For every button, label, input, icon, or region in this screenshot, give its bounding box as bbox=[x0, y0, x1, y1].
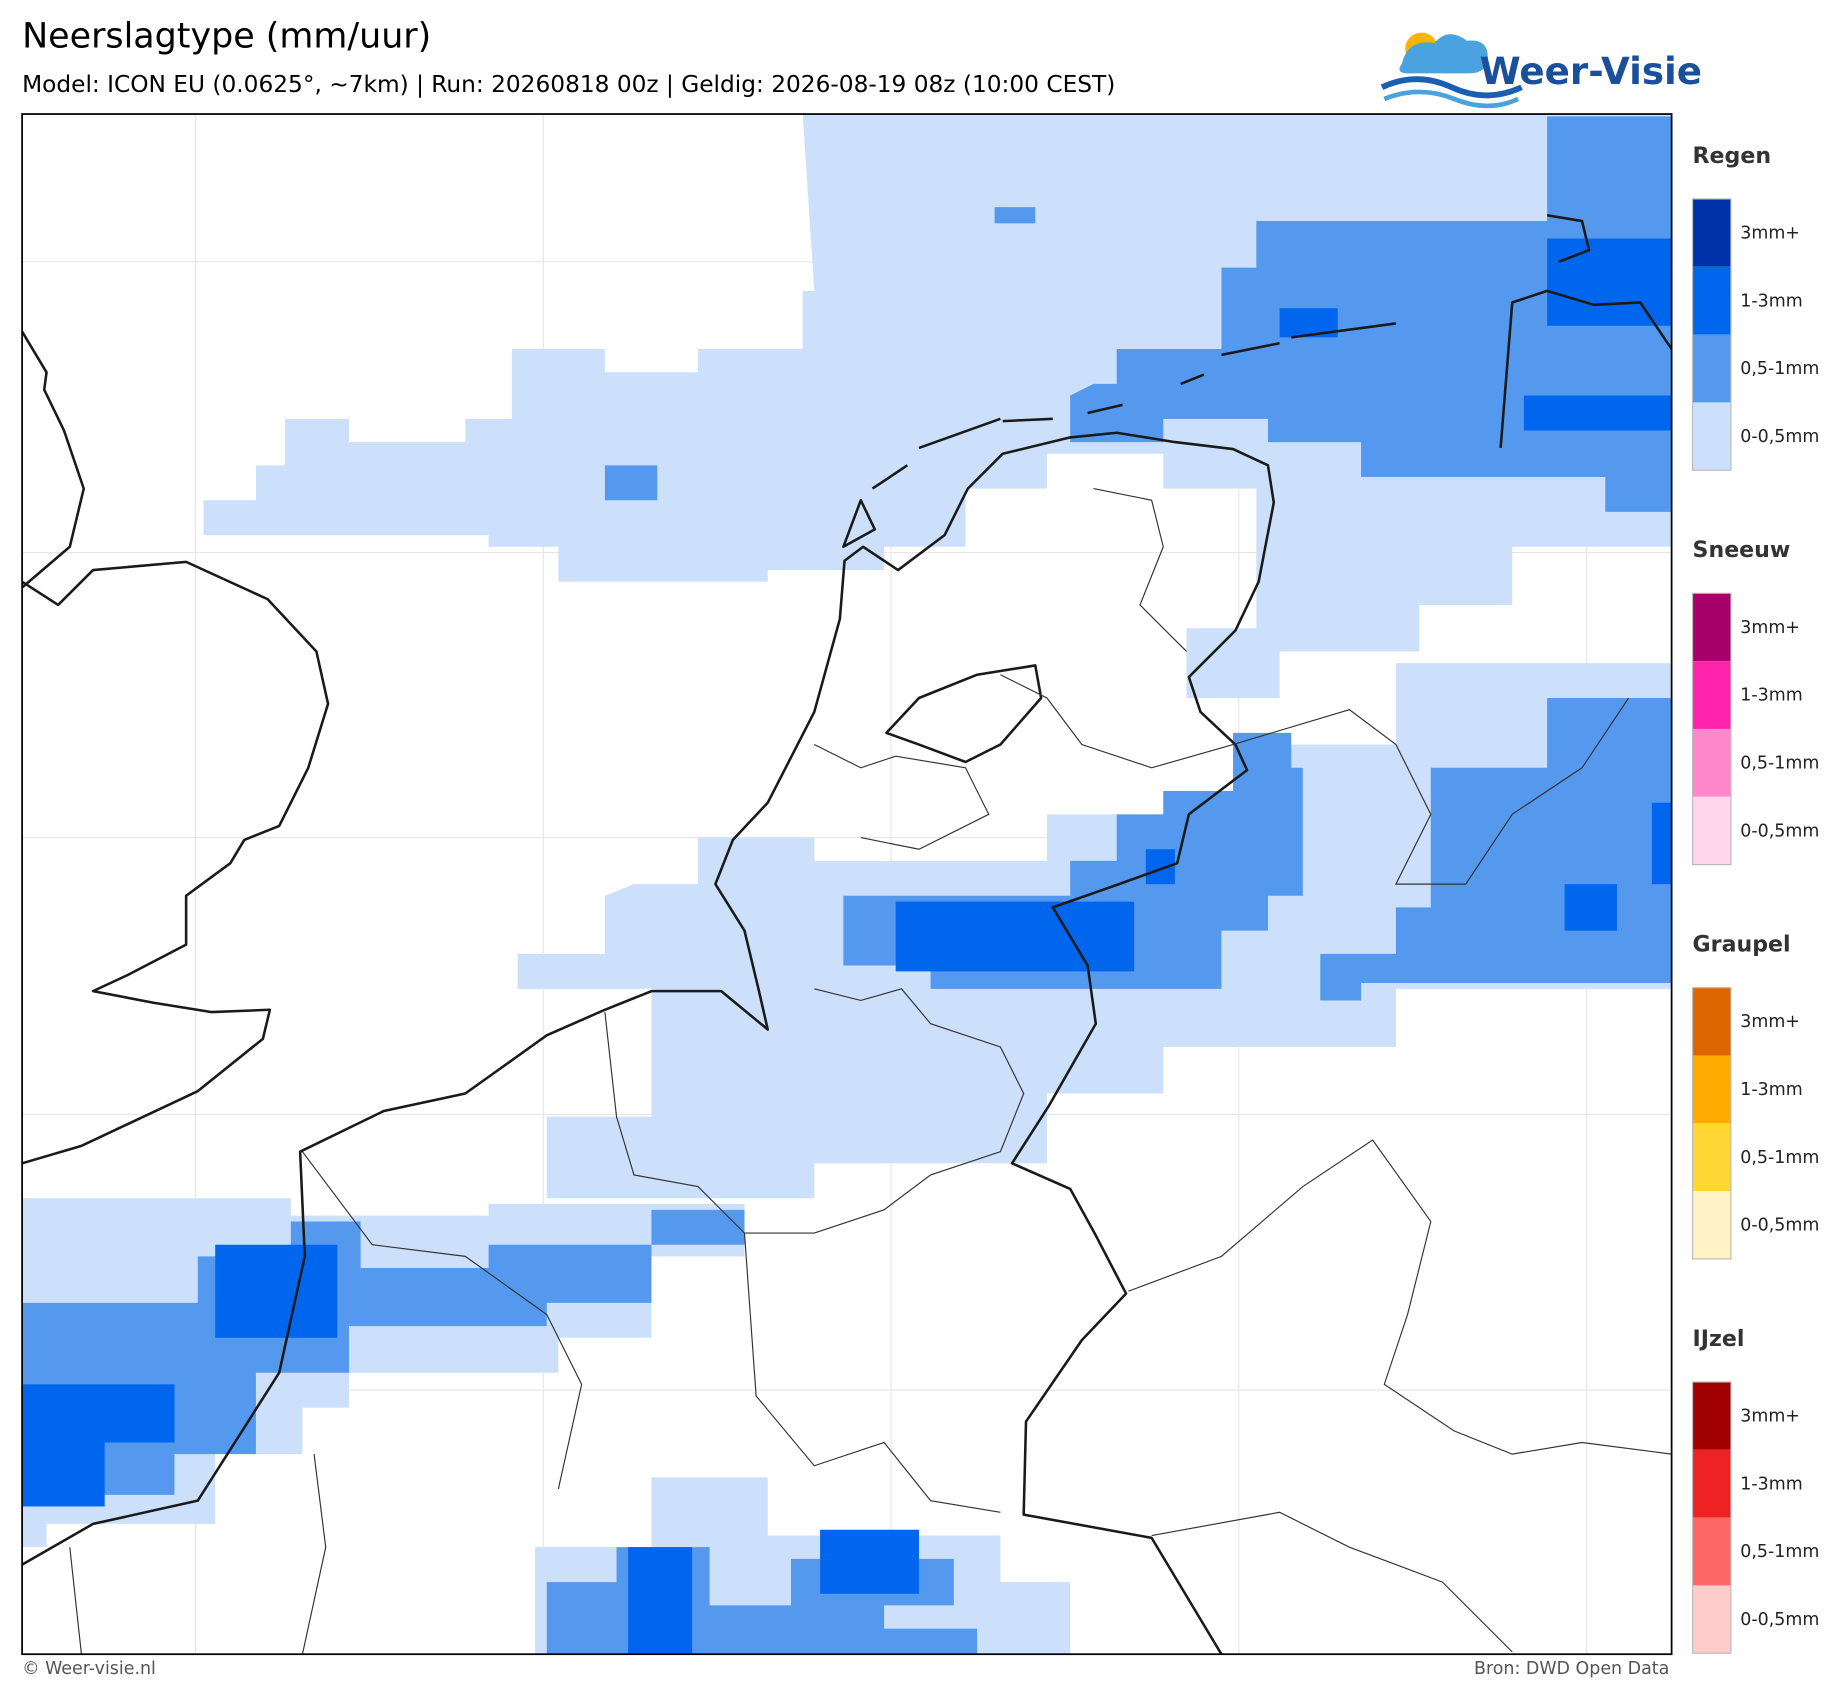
legend-swatch bbox=[1692, 1449, 1731, 1518]
legend-label: 0-0,5mm bbox=[1740, 821, 1819, 841]
legend-swatch bbox=[1692, 1382, 1731, 1450]
legend-swatch bbox=[1692, 796, 1731, 865]
precipitation bbox=[22, 114, 1672, 1655]
legend-swatch bbox=[1692, 266, 1731, 335]
legend-swatch-frame bbox=[1691, 1381, 1732, 1654]
legend-swatch bbox=[1692, 334, 1731, 403]
legend-label: 0-0,5mm bbox=[1740, 427, 1819, 447]
legend-swatch bbox=[1692, 1191, 1731, 1259]
legend-label: 3mm+ bbox=[1740, 224, 1800, 244]
borders bbox=[69, 488, 1672, 1655]
footer-credit: © Weer-visie.nl bbox=[22, 1659, 156, 1679]
subtitle: Model: ICON EU (0.0625°, ~7km) | Run: 20… bbox=[22, 71, 1115, 98]
legend-swatch bbox=[1692, 661, 1731, 729]
legend-title: Regen bbox=[1693, 143, 1772, 169]
legend-label: 0-0,5mm bbox=[1740, 1216, 1819, 1236]
legend-label: 0,5-1mm bbox=[1740, 1148, 1819, 1168]
legend-swatch bbox=[1692, 1585, 1731, 1654]
legend-label: 3mm+ bbox=[1740, 618, 1800, 638]
logo: Weer-Visie bbox=[1380, 32, 1702, 109]
legend-swatch-frame bbox=[1691, 198, 1732, 471]
map-frame bbox=[21, 113, 1673, 1656]
legend-swatch bbox=[1692, 1123, 1731, 1192]
coastline bbox=[21, 213, 1673, 1655]
legend-swatch bbox=[1692, 987, 1731, 1056]
legend-label: 0,5-1mm bbox=[1740, 753, 1819, 773]
legend-title: Sneeuw bbox=[1693, 537, 1791, 563]
map bbox=[21, 113, 1673, 1656]
legend-swatch bbox=[1692, 402, 1731, 471]
legend-title: Graupel bbox=[1693, 932, 1791, 958]
legend-label: 1-3mm bbox=[1740, 686, 1802, 706]
footer-source: Bron: DWD Open Data bbox=[1474, 1659, 1669, 1679]
legend-label: 1-3mm bbox=[1740, 291, 1802, 311]
legend: Regen 3mm+ 1-3mm 0,5-1mm 0-0,5mm Sneeuw 3mm+ 1-… bbox=[1691, 143, 1819, 1654]
legend-label: 0,5-1mm bbox=[1740, 1542, 1819, 1562]
legend-swatch-frame bbox=[1691, 987, 1732, 1260]
legend-swatch bbox=[1692, 198, 1731, 267]
legend-swatch-frame bbox=[1691, 592, 1732, 866]
legend-swatch bbox=[1692, 728, 1731, 797]
legend-label: 3mm+ bbox=[1740, 1407, 1800, 1427]
legend-swatch bbox=[1692, 1517, 1731, 1586]
legend-label: 0,5-1mm bbox=[1740, 359, 1819, 379]
legend-swatch bbox=[1692, 1055, 1731, 1124]
legend-label: 3mm+ bbox=[1740, 1012, 1800, 1032]
legend-swatch bbox=[1692, 593, 1731, 662]
title: Neerslagtype (mm/uur) bbox=[22, 17, 431, 57]
logo-text: Weer-Visie bbox=[1480, 49, 1702, 93]
legend-label: 1-3mm bbox=[1740, 1080, 1802, 1100]
legend-title: IJzel bbox=[1693, 1326, 1745, 1352]
legend-label: 0-0,5mm bbox=[1740, 1610, 1819, 1630]
legend-label: 1-3mm bbox=[1740, 1474, 1802, 1494]
